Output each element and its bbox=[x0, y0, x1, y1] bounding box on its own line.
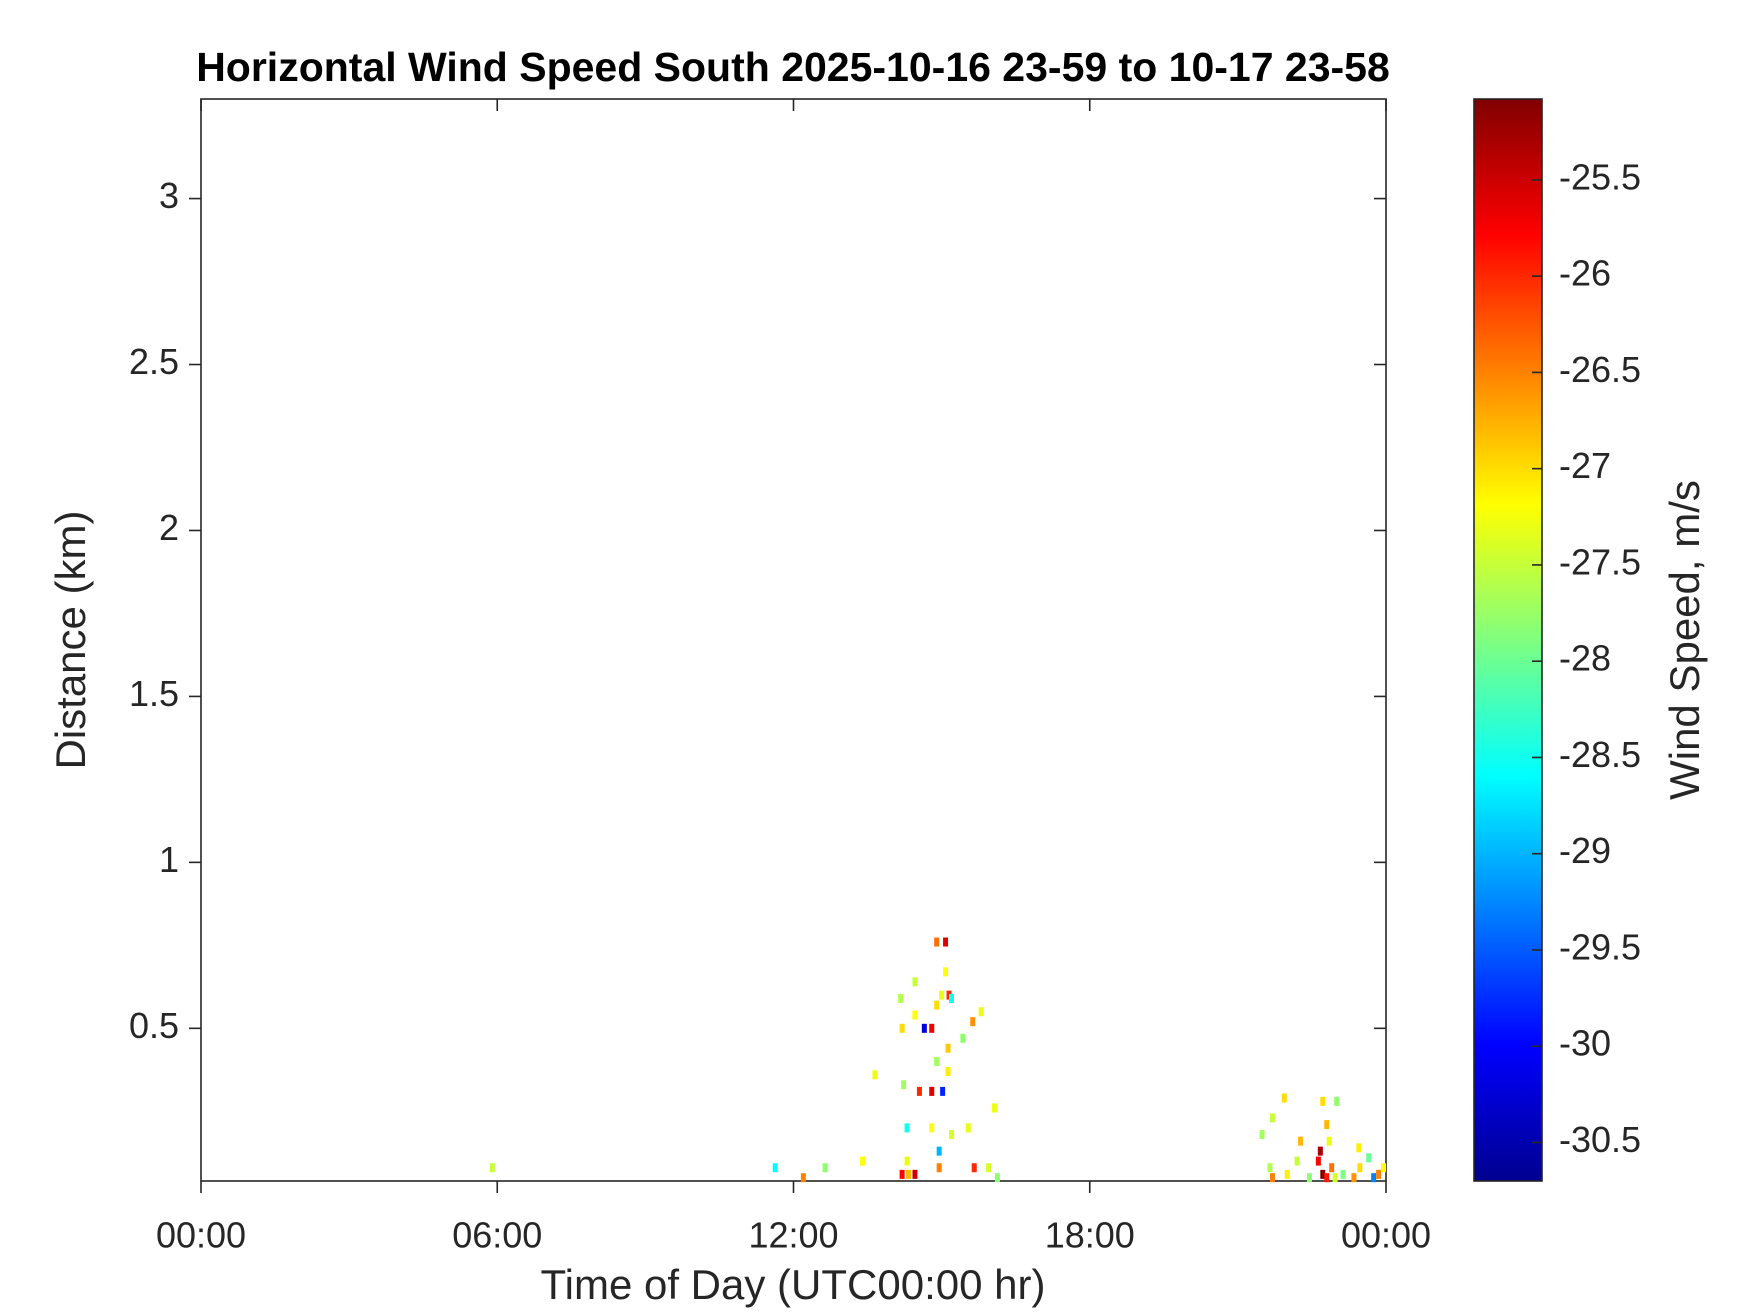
cell bbox=[860, 1156, 866, 1166]
colorbar-label: Wind Speed, m/s bbox=[1661, 480, 1708, 800]
cell bbox=[1356, 1143, 1362, 1153]
cell bbox=[939, 990, 945, 1000]
cell bbox=[1326, 1136, 1332, 1146]
cell bbox=[1366, 1153, 1372, 1163]
colorbar-tick-label: -30.5 bbox=[1559, 1119, 1641, 1160]
plot-frame bbox=[200, 98, 1387, 1182]
cell bbox=[994, 1173, 1000, 1183]
colorbar-tick-label: -26.5 bbox=[1559, 349, 1641, 390]
cell bbox=[934, 1057, 940, 1067]
cell bbox=[901, 1080, 907, 1090]
colorbar-tick-label: -28 bbox=[1559, 638, 1611, 679]
y-tick-label: 1 bbox=[159, 839, 179, 880]
cell bbox=[929, 1023, 935, 1033]
y-tick-label: 0.5 bbox=[129, 1005, 179, 1046]
cell bbox=[1320, 1169, 1326, 1179]
y-tick-label: 2 bbox=[159, 507, 179, 548]
cell bbox=[906, 1169, 912, 1179]
cell bbox=[898, 993, 904, 1003]
colorbar-tick-label: -27 bbox=[1559, 445, 1611, 486]
cell bbox=[936, 1146, 942, 1156]
cell bbox=[800, 1173, 806, 1183]
x-tick-label: 12:00 bbox=[748, 1215, 838, 1256]
cell bbox=[978, 1007, 984, 1017]
cell bbox=[912, 1010, 918, 1020]
cell bbox=[949, 993, 954, 1003]
cell bbox=[916, 1086, 922, 1096]
cell bbox=[991, 1103, 997, 1113]
cell bbox=[929, 1086, 935, 1096]
cell bbox=[1376, 1169, 1382, 1179]
cell bbox=[1306, 1173, 1312, 1183]
cell bbox=[1324, 1173, 1330, 1183]
colorbar-tick-label: -29 bbox=[1559, 830, 1611, 871]
y-tick-label: 1.5 bbox=[129, 673, 179, 714]
cell bbox=[899, 1023, 905, 1033]
cell bbox=[1259, 1130, 1265, 1140]
x-tick-label: 06:00 bbox=[452, 1215, 542, 1256]
cell bbox=[772, 1163, 778, 1173]
cell bbox=[934, 937, 940, 947]
cell bbox=[1329, 1163, 1335, 1173]
cell bbox=[971, 1163, 977, 1173]
cell bbox=[912, 1169, 918, 1179]
x-tick-label: 00:00 bbox=[156, 1215, 246, 1256]
colorbar-tick-label: -27.5 bbox=[1559, 541, 1641, 582]
cell bbox=[872, 1070, 878, 1080]
x-tick-label: 00:00 bbox=[1341, 1215, 1431, 1256]
cell bbox=[936, 1163, 942, 1173]
cell bbox=[899, 1169, 905, 1179]
cell bbox=[1284, 1169, 1290, 1179]
cell bbox=[1334, 1096, 1340, 1106]
cell bbox=[1315, 1156, 1321, 1166]
cell bbox=[921, 1023, 927, 1033]
colorbar-tick-label: -28.5 bbox=[1559, 734, 1641, 775]
cell bbox=[965, 1123, 971, 1133]
cell bbox=[1371, 1173, 1377, 1183]
cell bbox=[912, 977, 918, 987]
cell bbox=[1269, 1113, 1275, 1123]
cell bbox=[1351, 1173, 1357, 1183]
y-tick-label: 2.5 bbox=[129, 341, 179, 382]
y-axis-label: Distance (km) bbox=[47, 510, 94, 769]
cell bbox=[943, 967, 949, 977]
cell bbox=[1332, 1173, 1338, 1183]
cell bbox=[489, 1163, 495, 1173]
cell bbox=[1317, 1146, 1323, 1156]
colorbar-tick-label: -29.5 bbox=[1559, 926, 1641, 967]
cell bbox=[986, 1163, 992, 1173]
chart-title: Horizontal Wind Speed South 2025-10-16 2… bbox=[196, 44, 1390, 90]
x-axis-label: Time of Day (UTC00:00 hr) bbox=[541, 1261, 1046, 1308]
cell bbox=[1357, 1163, 1363, 1173]
cell bbox=[1324, 1120, 1330, 1130]
cell bbox=[945, 1043, 951, 1053]
cell bbox=[1281, 1093, 1287, 1103]
cell bbox=[1381, 1163, 1387, 1173]
cell bbox=[1269, 1173, 1275, 1183]
cell bbox=[1340, 1169, 1346, 1179]
y-tick-label: 3 bbox=[159, 175, 179, 216]
cell bbox=[1294, 1156, 1300, 1166]
x-tick-label: 18:00 bbox=[1045, 1215, 1135, 1256]
cell bbox=[1298, 1136, 1304, 1146]
cell bbox=[949, 1130, 954, 1140]
colorbar-tick-label: -26 bbox=[1559, 253, 1611, 294]
cell bbox=[970, 1017, 976, 1027]
cell bbox=[1320, 1096, 1326, 1106]
colorbar-tick-label: -30 bbox=[1559, 1023, 1611, 1064]
cell bbox=[904, 1123, 910, 1133]
colorbar bbox=[1473, 98, 1543, 1182]
cell bbox=[943, 937, 949, 947]
colorbar-tick-label: -25.5 bbox=[1559, 156, 1641, 197]
cell bbox=[904, 1156, 910, 1166]
cell bbox=[934, 1000, 940, 1010]
cell bbox=[1267, 1163, 1273, 1173]
cell bbox=[960, 1033, 966, 1043]
cell bbox=[929, 1123, 935, 1133]
cell bbox=[940, 1086, 946, 1096]
cell bbox=[822, 1163, 828, 1173]
cell bbox=[945, 1066, 951, 1076]
